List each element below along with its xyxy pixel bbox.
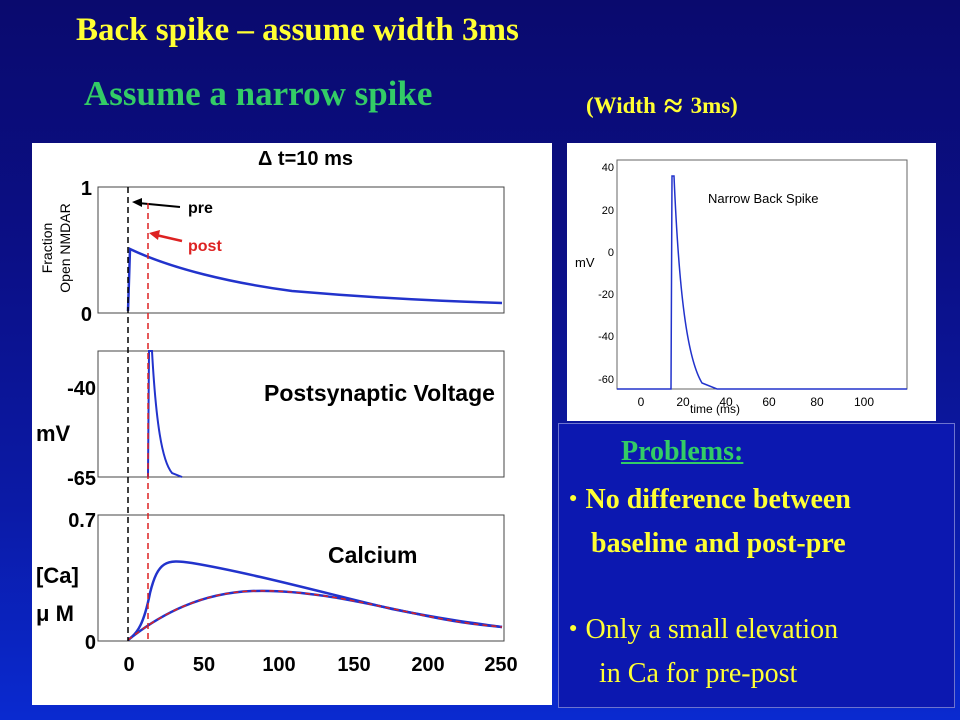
- panel3-frame: [97, 514, 505, 642]
- calcium-high-curve: [127, 560, 503, 642]
- rxtick-80: 80: [810, 395, 824, 409]
- problems-title: Problems:: [621, 436, 744, 467]
- pre-label: pre: [188, 200, 213, 217]
- xtick-250: 250: [484, 654, 517, 676]
- post-label: post: [188, 238, 222, 255]
- nmdar-curve: [126, 247, 503, 312]
- rxtick-0: 0: [638, 395, 645, 409]
- voltage-curve: [147, 350, 183, 478]
- panel2-title: Postsynaptic Voltage: [264, 380, 495, 406]
- ytick-neg60: -60: [598, 374, 614, 386]
- panel1-ylabel-line2: Open NMDAR: [57, 203, 73, 292]
- problems-box: Problems: ● No difference between baselin…: [558, 423, 955, 708]
- panel3-ylabel-line1: [Ca]: [36, 563, 79, 588]
- bullet-dot-icon: ●: [569, 491, 578, 506]
- post-arrow: [155, 233, 183, 243]
- width-note-prefix: (Width: [586, 93, 656, 118]
- panel3-ylabel-line2: μ M: [36, 601, 74, 626]
- bullet1-line2: baseline and post-pre: [591, 528, 846, 559]
- approx-symbol: ≈: [663, 88, 683, 125]
- delta-t-label: Δ t=10 ms: [258, 148, 353, 170]
- bullet-2: ● Only a small elevation: [569, 614, 838, 646]
- right-ylabel: mV: [575, 255, 595, 270]
- panel1-ytick-top: 1: [81, 178, 92, 200]
- right-figure: 40 20 0 -20 -40 -60 mV 0 20 40 60 80 100…: [567, 143, 936, 421]
- bullet2-line2: in Ca for pre-post: [599, 658, 798, 689]
- panel1-frame: [97, 186, 505, 314]
- xtick-100: 100: [262, 654, 295, 676]
- left-figure-svg: Δ t=10 ms 1 0 Fraction Open NMDAR pre po…: [36, 148, 518, 676]
- rxtick-40: 40: [719, 395, 733, 409]
- panel1-ytick-bottom: 0: [81, 304, 92, 326]
- right-xlabel: time (ms): [690, 402, 740, 416]
- xtick-0: 0: [123, 654, 134, 676]
- right-title: Narrow Back Spike: [708, 191, 819, 206]
- ytick-0: 0: [608, 247, 614, 259]
- rxtick-20: 20: [676, 395, 690, 409]
- xtick-150: 150: [337, 654, 370, 676]
- panel2-ytick-top: -40: [67, 378, 96, 400]
- panel2-ytick-bottom: -65: [67, 468, 96, 490]
- xtick-50: 50: [193, 654, 215, 676]
- slide-subtitle: Assume a narrow spike: [84, 74, 433, 113]
- panel2-frame: [97, 350, 505, 478]
- post-arrowhead: [149, 230, 160, 240]
- bullet1-line1: No difference between: [585, 484, 851, 515]
- width-note: (Width ≈3ms): [586, 84, 738, 125]
- panel3-title: Calcium: [328, 542, 417, 568]
- panel3-ytick-bottom: 0: [85, 632, 96, 654]
- pre-arrow: [137, 202, 181, 208]
- xtick-200: 200: [411, 654, 444, 676]
- ytick-20: 20: [602, 205, 614, 217]
- panel2-ylabel: mV: [36, 421, 71, 446]
- right-figure-svg: 40 20 0 -20 -40 -60 mV 0 20 40 60 80 100…: [575, 159, 908, 416]
- width-note-suffix: 3ms): [690, 93, 738, 118]
- ytick-40: 40: [602, 162, 614, 174]
- ytick-neg20: -20: [598, 289, 614, 301]
- slide-title: Back spike – assume width 3ms: [76, 12, 519, 48]
- bullet2-line1: Only a small elevation: [585, 614, 839, 645]
- calcium-post-curve: [127, 590, 503, 641]
- bullet-1: ● No difference between: [569, 484, 851, 516]
- panel1-ylabel-line1: Fraction: [39, 223, 55, 274]
- calcium-low-curve: [127, 589, 503, 641]
- left-figure: Δ t=10 ms 1 0 Fraction Open NMDAR pre po…: [32, 143, 552, 705]
- ytick-neg40: -40: [598, 331, 614, 343]
- panel3-ytick-top: 0.7: [68, 510, 96, 532]
- pre-arrowhead: [132, 198, 142, 207]
- rxtick-100: 100: [854, 395, 874, 409]
- narrow-spike-curve: [617, 175, 907, 390]
- rxtick-60: 60: [762, 395, 776, 409]
- bullet-dot-icon: ●: [569, 621, 578, 636]
